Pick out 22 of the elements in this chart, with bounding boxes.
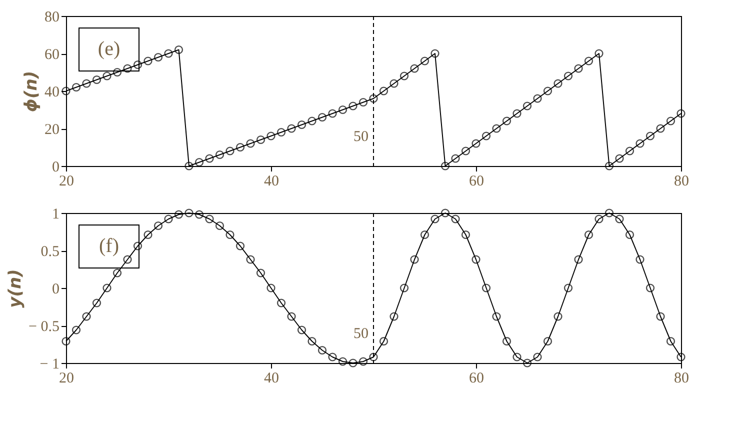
y-tick-label: 0.5 [40, 244, 60, 260]
x-tick-label: 60 [469, 174, 484, 190]
y-tick-label: 0 [52, 160, 60, 176]
x-tick-label: 40 [264, 370, 279, 386]
y-tick-label: 60 [44, 47, 60, 63]
y-tick-label: − 0.5 [28, 319, 60, 335]
y-tick-label: 40 [44, 84, 60, 100]
y-tick-label: 1 [52, 206, 60, 222]
x-tick-label: 40 [264, 174, 279, 190]
annotation: (f) [99, 235, 119, 257]
ref-line-label: 50 [354, 129, 368, 145]
x-tick-label: 80 [674, 370, 689, 386]
y-tick-label: − 1 [40, 356, 60, 372]
y-axis-title: ϕ(n) [22, 70, 42, 112]
annotation: (e) [98, 38, 120, 60]
y-tick-label: 80 [44, 10, 60, 26]
ref-line-label: 50 [354, 326, 368, 342]
y-tick-label: 20 [44, 122, 60, 138]
x-tick-label: 80 [674, 174, 689, 190]
x-tick-label: 60 [469, 370, 484, 386]
y-axis-title: y(n) [6, 269, 26, 308]
y-tick-label: 0 [52, 282, 60, 298]
